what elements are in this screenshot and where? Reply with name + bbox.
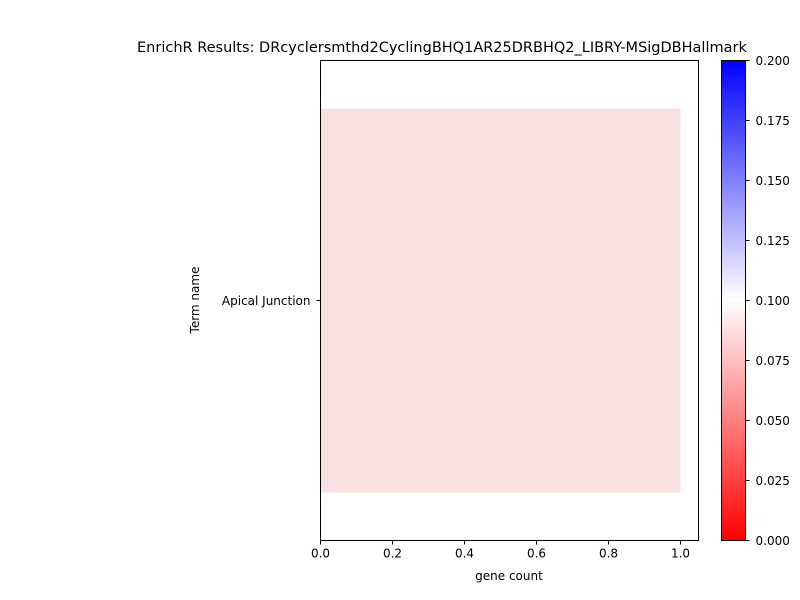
colorbar-tick-label: 0.125 bbox=[756, 234, 790, 248]
x-axis-label: gene count bbox=[475, 569, 543, 583]
x-tick-label: 0.6 bbox=[527, 547, 546, 561]
colorbar-gradient bbox=[721, 60, 745, 540]
bar bbox=[320, 108, 681, 493]
colorbar-tick-label: 0.025 bbox=[756, 474, 790, 488]
colorbar: 0.000 0.025 0.050 0.075 0.100 0.125 0.150 0.175… bbox=[721, 54, 790, 548]
y-axis-ticks: Apical Junction bbox=[222, 294, 321, 308]
y-tick-label: Apical Junction bbox=[222, 294, 311, 308]
chart-title: EnrichR Results: DRcyclersmthd2CyclingBH… bbox=[137, 40, 747, 56]
colorbar-tick-label: 0.200 bbox=[756, 54, 790, 68]
x-tick-label: 0.0 bbox=[311, 547, 330, 561]
plot-area: 0.0 0.2 0.4 0.6 0.8 1.0 Apical Junction bbox=[222, 60, 699, 561]
colorbar-tick-label: 0.175 bbox=[756, 114, 790, 128]
x-tick-label: 1.0 bbox=[671, 547, 690, 561]
colorbar-tick-label: 0.150 bbox=[756, 174, 790, 188]
x-tick-label: 0.8 bbox=[599, 547, 618, 561]
colorbar-tick-label: 0.050 bbox=[756, 414, 790, 428]
x-tick-label: 0.2 bbox=[383, 547, 402, 561]
x-tick-label: 0.4 bbox=[455, 547, 474, 561]
colorbar-tick-label: 0.100 bbox=[756, 294, 790, 308]
colorbar-tick-label: 0.000 bbox=[756, 534, 790, 548]
y-axis-label: Term name bbox=[188, 267, 202, 335]
colorbar-ticks: 0.000 0.025 0.050 0.075 0.100 0.125 0.150 0.175… bbox=[745, 54, 790, 548]
x-axis-ticks: 0.0 0.2 0.4 0.6 0.8 1.0 bbox=[311, 540, 690, 561]
colorbar-tick-label: 0.075 bbox=[756, 354, 790, 368]
bars-layer bbox=[320, 108, 681, 493]
